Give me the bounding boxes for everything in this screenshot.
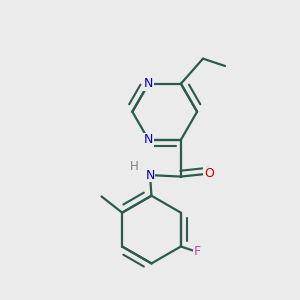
Text: N: N <box>144 77 153 90</box>
Text: O: O <box>204 167 214 180</box>
Text: H: H <box>129 160 138 173</box>
Text: F: F <box>194 245 201 258</box>
Text: N: N <box>145 169 155 182</box>
Text: N: N <box>144 133 153 146</box>
